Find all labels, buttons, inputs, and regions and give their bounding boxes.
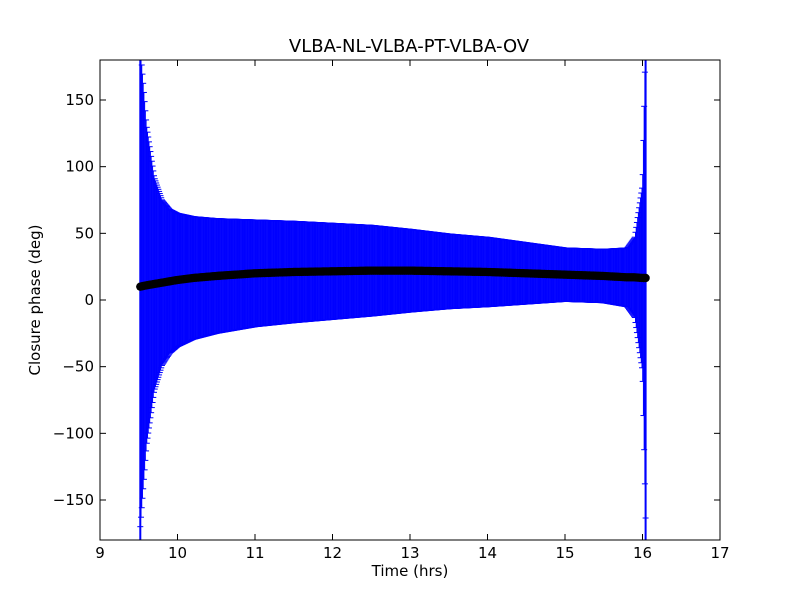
x-tick-label: 10 (168, 544, 187, 562)
x-tick-label: 13 (400, 544, 419, 562)
y-tick-label: 50 (75, 224, 94, 242)
plot-area (136, 60, 650, 540)
error-bars (137, 60, 649, 528)
y-tick-label: 150 (65, 91, 94, 109)
x-tick-label: 17 (710, 544, 729, 562)
x-axis-label: Time (hrs) (371, 562, 449, 580)
y-tick-label: −100 (53, 424, 94, 442)
y-tick-label: 0 (84, 291, 94, 309)
plot-frame (99, 59, 721, 541)
x-tick-label: 14 (478, 544, 497, 562)
chart-title: VLBA-NL-VLBA-PT-VLBA-OV (289, 36, 530, 57)
y-tick-label: 100 (65, 158, 94, 176)
y-axis-label: Closure phase (deg) (26, 225, 44, 376)
data-point (641, 273, 650, 283)
x-tick-label: 16 (633, 544, 652, 562)
y-tick-label: −150 (53, 491, 94, 509)
y-axis: −150 −100 −50 0 50 100 150 (53, 91, 720, 509)
x-axis: 9 10 11 12 13 14 15 16 17 (95, 60, 730, 562)
data-points (136, 266, 650, 291)
x-tick-label: 9 (95, 544, 105, 562)
x-tick-label: 12 (323, 544, 342, 562)
x-tick-label: 11 (245, 544, 264, 562)
y-tick-label: −50 (62, 358, 94, 376)
x-tick-label: 15 (555, 544, 574, 562)
